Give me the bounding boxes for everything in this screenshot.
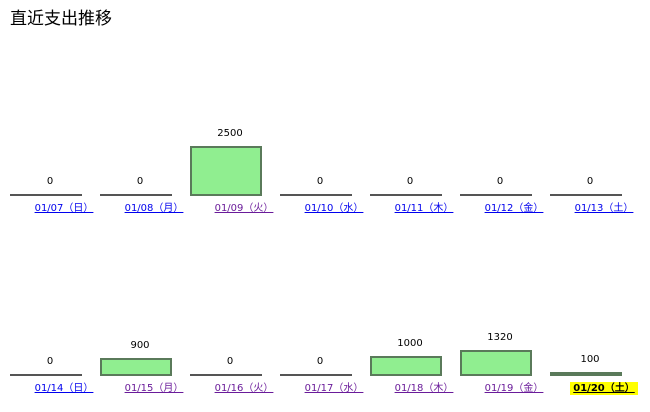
value-label: 0: [316, 356, 324, 367]
date-link[interactable]: 01/13（土）: [574, 203, 634, 214]
value-label: 0: [136, 176, 144, 187]
spending-bar: [370, 194, 442, 196]
day-column: 0 01/12（金）: [460, 176, 550, 214]
day-column: 1320 01/19（金）: [460, 332, 550, 394]
day-column: 0 01/16（火）: [190, 356, 280, 394]
spending-bar: [550, 194, 622, 196]
day-column: 0 01/11（木）: [370, 176, 460, 214]
value-label: 0: [586, 176, 594, 187]
date-link[interactable]: 01/12（金）: [484, 203, 544, 214]
page-title: 直近支出推移: [10, 9, 112, 29]
spending-bar: [460, 194, 532, 196]
value-label: 2500: [217, 128, 243, 139]
day-column: 0 01/13（土）: [550, 176, 640, 214]
day-column: 0 01/10（水）: [280, 176, 370, 214]
spending-bar: [100, 194, 172, 196]
value-label: 1320: [487, 332, 513, 343]
spending-bar: [190, 146, 262, 196]
spending-bar: [370, 356, 442, 376]
week-row: 0 01/14（日） 900 01/15（月） 0 01/16（火） 0 01/17（水） 10…: [0, 332, 650, 395]
spending-bar: [10, 194, 82, 196]
value-label: 1000: [397, 338, 423, 349]
value-label: 0: [496, 176, 504, 187]
spending-bar: [190, 374, 262, 376]
date-link[interactable]: 01/19（金）: [484, 383, 544, 394]
date-link[interactable]: 01/08（月）: [124, 203, 184, 214]
date-link[interactable]: 01/14（日）: [34, 383, 94, 394]
value-label: 900: [130, 340, 150, 351]
day-column: 0 01/17（水）: [280, 356, 370, 394]
day-column: 2500 01/09（火）: [190, 128, 280, 214]
day-column: 0 01/07（日）: [10, 176, 100, 214]
date-link[interactable]: 01/07（日）: [34, 203, 94, 214]
spending-bar: [10, 374, 82, 376]
value-label: 0: [46, 356, 54, 367]
date-link[interactable]: 01/09（火）: [214, 203, 274, 214]
date-link[interactable]: 01/20（土）: [570, 382, 638, 395]
value-label: 0: [316, 176, 324, 187]
spending-bar: [550, 372, 622, 376]
date-link[interactable]: 01/18（木）: [394, 383, 454, 394]
value-label: 100: [580, 354, 600, 365]
day-column: 100 01/20（土）: [550, 354, 640, 395]
value-label: 0: [226, 356, 234, 367]
date-link[interactable]: 01/11（木）: [394, 203, 454, 214]
day-column: 0 01/14（日）: [10, 356, 100, 394]
spending-bar: [280, 374, 352, 376]
date-link[interactable]: 01/16（火）: [214, 383, 274, 394]
spending-bar: [100, 358, 172, 376]
date-link[interactable]: 01/15（月）: [124, 383, 184, 394]
spending-bar: [460, 350, 532, 376]
spending-bar: [280, 194, 352, 196]
date-link[interactable]: 01/10（水）: [304, 203, 364, 214]
day-column: 0 01/08（月）: [100, 176, 190, 214]
day-column: 1000 01/18（木）: [370, 338, 460, 394]
day-column: 900 01/15（月）: [100, 340, 190, 394]
value-label: 0: [406, 176, 414, 187]
week-row: 0 01/07（日） 0 01/08（月） 2500 01/09（火） 0 01/10（水） 0…: [0, 128, 650, 214]
value-label: 0: [46, 176, 54, 187]
date-link[interactable]: 01/17（水）: [304, 383, 364, 394]
